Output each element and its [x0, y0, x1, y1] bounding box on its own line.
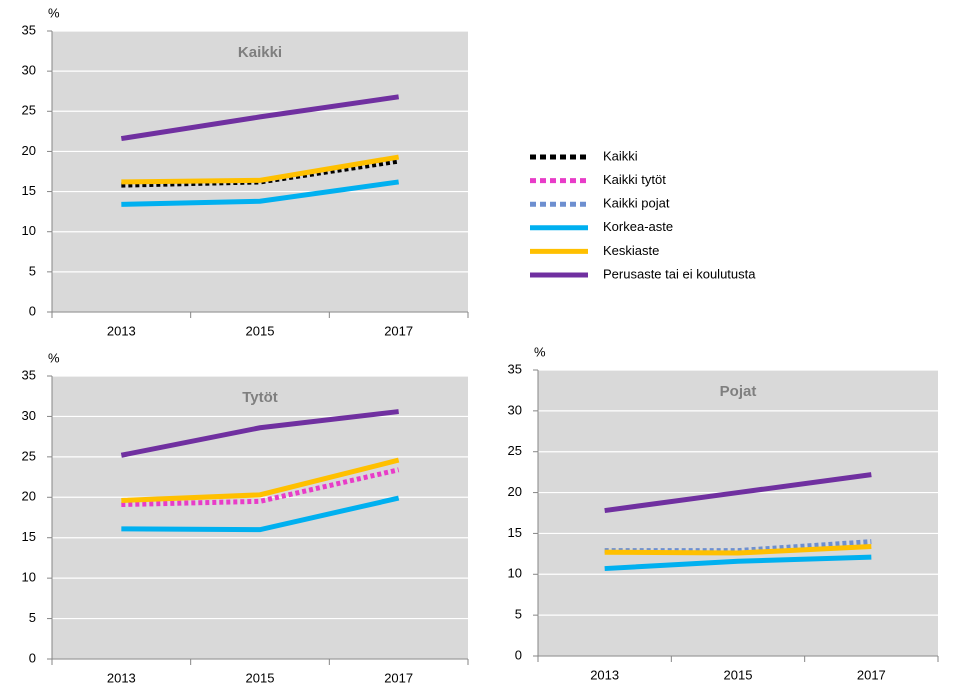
legend-label: Kaikki: [603, 148, 638, 163]
x-tick-label: 2013: [107, 670, 136, 685]
y-tick-label: 5: [515, 607, 522, 622]
plot-area: [52, 376, 468, 659]
line-series: [121, 158, 400, 188]
line-series: [604, 472, 872, 514]
line-series: [120, 409, 399, 458]
line-series: [121, 495, 400, 533]
x-tick-label: 2017: [857, 667, 886, 682]
y-tick-label: 25: [22, 103, 36, 118]
y-axis-label: %: [48, 350, 60, 365]
x-tick-label: 2015: [246, 670, 275, 685]
line-series: [121, 179, 400, 207]
line-series: [120, 94, 400, 142]
y-tick-label: 15: [508, 525, 522, 540]
y-tick-label: 0: [515, 647, 522, 662]
y-tick-label: 25: [508, 443, 522, 458]
y-tick-label: 30: [508, 402, 522, 417]
y-axis-label: %: [534, 344, 546, 359]
y-tick-label: 20: [22, 489, 36, 504]
y-tick-label: 10: [22, 223, 36, 238]
y-tick-label: 30: [22, 63, 36, 78]
y-tick-label: 25: [22, 448, 36, 463]
x-tick-label: 2015: [246, 323, 275, 338]
legend-label: Perusaste tai ei koulutusta: [603, 266, 756, 281]
y-tick-label: 0: [29, 303, 36, 318]
line-series: [121, 457, 400, 504]
x-tick-label: 2013: [107, 323, 136, 338]
y-tick-label: 35: [22, 367, 36, 382]
y-tick-label: 15: [22, 183, 36, 198]
y-tick-label: 5: [29, 610, 36, 625]
legend-label: Kaikki pojat: [603, 196, 670, 211]
y-tick-label: 0: [29, 650, 36, 665]
y-tick-label: 35: [22, 22, 36, 37]
line-series: [121, 467, 400, 508]
line-series: [121, 154, 400, 185]
legend-label: Kaikki tytöt: [603, 172, 666, 187]
x-tick-label: 2017: [384, 670, 413, 685]
y-axis-label: %: [48, 5, 60, 20]
y-tick-label: 30: [22, 408, 36, 423]
y-tick-label: 10: [508, 566, 522, 581]
y-tick-label: 35: [508, 361, 522, 376]
chart-title: Kaikki: [238, 44, 282, 61]
line-series: [604, 554, 872, 572]
plot-area: [52, 31, 468, 312]
chart-title: Pojat: [720, 383, 757, 400]
line-series: [604, 544, 872, 556]
legend-label: Korkea-aste: [603, 219, 673, 234]
y-tick-label: 20: [508, 484, 522, 499]
x-tick-label: 2013: [590, 667, 619, 682]
y-tick-label: 5: [29, 263, 36, 278]
y-tick-label: 15: [22, 529, 36, 544]
plot-area: [538, 370, 938, 656]
chart-title: Tytöt: [242, 389, 278, 406]
y-tick-label: 20: [22, 143, 36, 158]
x-tick-label: 2015: [724, 667, 753, 682]
y-tick-label: 10: [22, 570, 36, 585]
x-tick-label: 2017: [384, 323, 413, 338]
legend-label: Keskiaste: [603, 243, 659, 258]
